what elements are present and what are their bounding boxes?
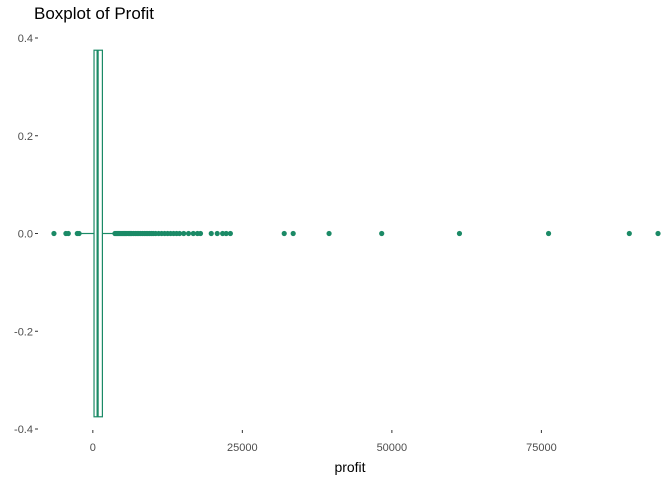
box-group bbox=[81, 49, 115, 418]
y-tick-label: -0.4 bbox=[14, 424, 33, 436]
outlier-group bbox=[51, 230, 661, 237]
outlier-point bbox=[65, 230, 71, 237]
outlier-point bbox=[197, 230, 204, 237]
outlier-point bbox=[208, 230, 214, 237]
y-axis: 0.4 0.2 0.0 -0.2 -0.4 bbox=[14, 33, 38, 436]
x-tick-label: 75000 bbox=[526, 442, 557, 454]
outlier-point bbox=[176, 230, 183, 237]
y-tick-label: 0.4 bbox=[18, 33, 33, 45]
x-axis-title: profit bbox=[334, 459, 365, 475]
outlier-point bbox=[214, 230, 220, 237]
outlier-point bbox=[379, 230, 385, 237]
chart-title: Boxplot of Profit bbox=[34, 4, 155, 23]
x-tick-label: 0 bbox=[90, 442, 96, 454]
outlier-point bbox=[655, 230, 661, 237]
x-axis: 0 25000 50000 75000 bbox=[90, 430, 557, 454]
x-tick-label: 50000 bbox=[377, 442, 408, 454]
outlier-point bbox=[227, 230, 233, 237]
outlier-point bbox=[281, 230, 287, 237]
outlier-point bbox=[185, 230, 192, 237]
outlier-point bbox=[326, 230, 332, 237]
outlier-point bbox=[76, 230, 82, 237]
outlier-point bbox=[456, 230, 463, 237]
outlier-point bbox=[190, 230, 196, 237]
y-tick-label: 0.2 bbox=[18, 131, 33, 143]
outlier-point bbox=[51, 230, 57, 237]
outlier-point bbox=[545, 230, 552, 237]
outlier-point bbox=[290, 230, 296, 237]
outlier-point bbox=[223, 230, 229, 237]
outlier-point bbox=[181, 230, 187, 237]
y-tick-label: -0.2 bbox=[14, 326, 33, 338]
outlier-point bbox=[626, 230, 632, 237]
y-tick-label: 0.0 bbox=[18, 229, 33, 241]
x-tick-label: 25000 bbox=[227, 442, 258, 454]
outlier-point bbox=[220, 230, 226, 237]
